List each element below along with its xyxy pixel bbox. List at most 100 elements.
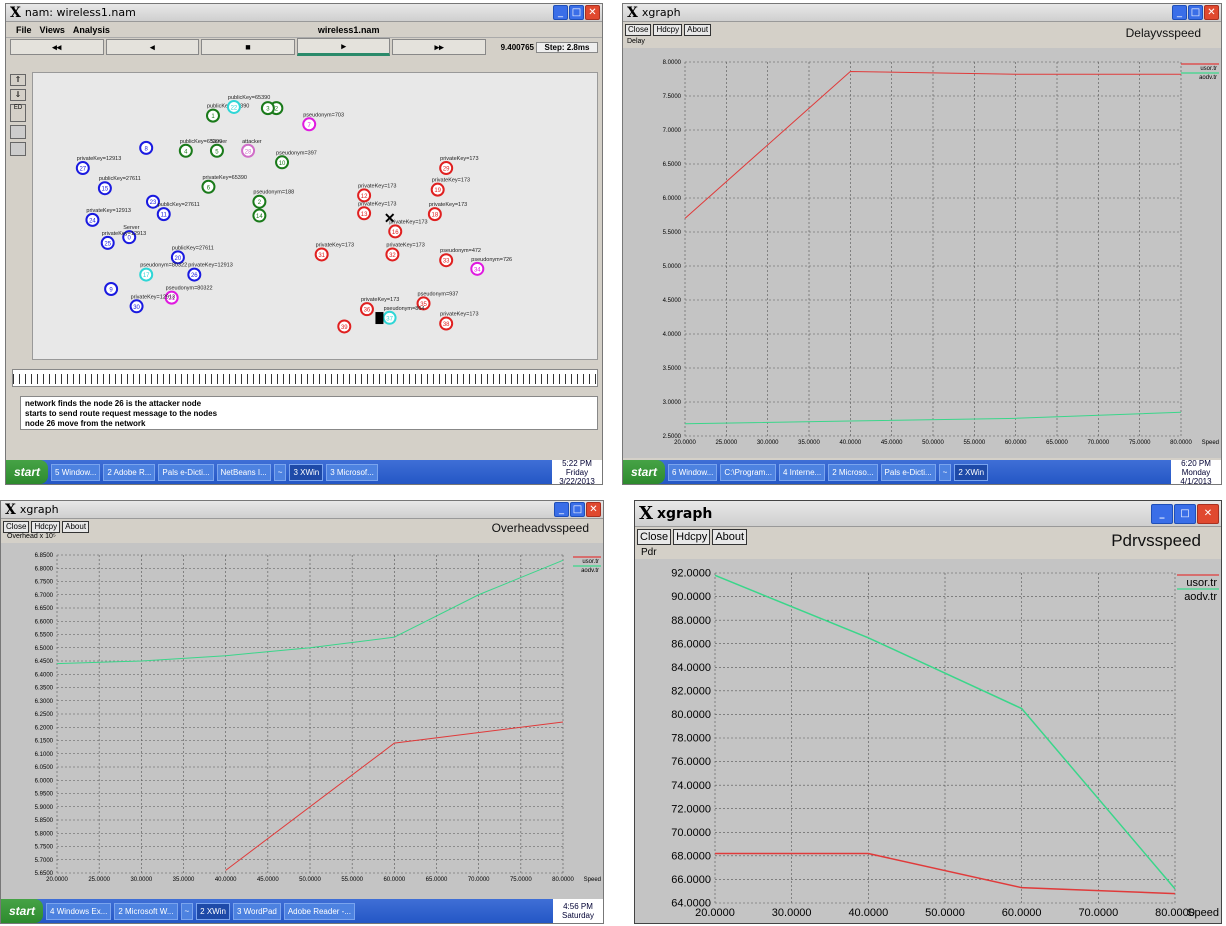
y-tick-label: 82.0000: [671, 686, 711, 698]
network-node: [164, 290, 179, 305]
x-tick-label: 60.0000: [1005, 440, 1027, 446]
menu-views[interactable]: Views: [39, 24, 65, 35]
network-node: [314, 247, 329, 262]
close-icon[interactable]: ✕: [585, 5, 600, 20]
taskbar-item[interactable]: 2 Microsoft W...: [114, 902, 178, 920]
taskbar-item[interactable]: 2 Microso...: [828, 463, 878, 481]
about-button[interactable]: About: [684, 24, 712, 36]
start-button[interactable]: start: [6, 460, 49, 484]
slider-handle-icon[interactable]: [10, 125, 26, 139]
taskbar-item[interactable]: ~: [938, 463, 952, 481]
node-label: publicKey=65390: [228, 95, 270, 101]
legend-label: aodv.tr: [1184, 591, 1217, 603]
y-tick-label: 7.0000: [663, 128, 682, 134]
about-button[interactable]: About: [712, 529, 748, 545]
y-tick-label: 6.1500: [35, 739, 54, 745]
clock-date: 4/1/2013: [1180, 476, 1212, 485]
menu-file[interactable]: File: [16, 24, 32, 35]
step-back-button[interactable]: ◂: [105, 39, 200, 55]
delay-xgraph-window: X xgraph _ □ ✕ Close Hdcpy About Delayvs…: [622, 3, 1222, 485]
network-node: [187, 267, 202, 282]
taskbar-item[interactable]: C:\Program...: [720, 463, 776, 481]
slider-handle-2-icon[interactable]: [10, 142, 26, 156]
node-id: 8: [145, 146, 149, 152]
taskbar-item[interactable]: Pals e-Dicti...: [880, 463, 936, 481]
start-button[interactable]: start: [623, 460, 666, 484]
taskbar-item[interactable]: ~: [273, 463, 287, 481]
close-icon[interactable]: ✕: [1204, 5, 1219, 20]
timeline-ruler[interactable]: [12, 369, 598, 387]
network-node: [170, 250, 185, 265]
taskbar-item[interactable]: 4 Interne...: [778, 463, 826, 481]
x-tick-label: 65.0000: [426, 877, 448, 883]
edit-icon[interactable]: ED: [10, 104, 26, 122]
maximize-icon[interactable]: □: [570, 502, 585, 517]
node-id: 15: [102, 187, 109, 193]
x-tick-label: 60.0000: [1002, 907, 1042, 919]
menu-analysis[interactable]: Analysis: [72, 24, 110, 35]
taskbar-item[interactable]: Adobe Reader -...: [283, 902, 355, 920]
fast-forward-button[interactable]: ▸▸: [392, 39, 486, 55]
network-node: [226, 99, 241, 114]
node-id: 9: [109, 288, 113, 294]
rewind-button[interactable]: ◂◂: [10, 39, 104, 55]
close-button[interactable]: Close: [637, 529, 672, 545]
overhead-xgraph-window: X xgraph _ □ ✕ Close Hdcpy About Overhea…: [0, 500, 604, 924]
about-button[interactable]: About: [62, 521, 90, 533]
node-id: 30: [133, 305, 140, 311]
maximize-icon[interactable]: □: [569, 5, 584, 20]
hdcpy-button[interactable]: Hdcpy: [673, 529, 711, 545]
y-tick-label: 74.0000: [671, 780, 711, 792]
taskbar-item[interactable]: 2 Adobe R...: [103, 463, 156, 481]
close-icon[interactable]: ✕: [1197, 503, 1219, 524]
zoom-out-icon[interactable]: ⇓: [10, 89, 26, 101]
network-canvas[interactable]: 1publicKey=65390222publicKey=6539037pseu…: [32, 72, 598, 360]
node-label: pseudonym=80322: [166, 286, 213, 292]
node-id: 36: [364, 308, 371, 314]
play-button[interactable]: ▸: [296, 38, 391, 56]
network-node: [388, 224, 403, 239]
taskbar-item[interactable]: Pals e-Dicti...: [158, 463, 214, 481]
taskbar-item[interactable]: 2 XWin: [954, 463, 989, 481]
series-line: [715, 852, 1176, 895]
taskbar-item[interactable]: 4 Windows Ex...: [46, 902, 112, 920]
hdcpy-button[interactable]: Hdcpy: [31, 521, 61, 533]
taskbar-item[interactable]: 2 XWin: [196, 902, 230, 920]
start-button[interactable]: start: [1, 899, 44, 923]
hdcpy-button[interactable]: Hdcpy: [653, 24, 683, 36]
x-tick-label: 45.0000: [881, 440, 903, 446]
taskbar-item[interactable]: 3 Microsof...: [326, 463, 378, 481]
maximize-icon[interactable]: □: [1174, 503, 1196, 524]
pdr-chart: 64.0000 66.0000 68.0000 70.0000 72.0000 74.00…: [671, 568, 1219, 919]
nam-menu-bar: File Views Analysis wireless1.nam: [6, 22, 602, 38]
x-tick-label: 50.0000: [299, 877, 321, 883]
y-tick-label: 66.0000: [671, 874, 711, 886]
y-tick-label: 92.0000: [671, 568, 711, 580]
close-button[interactable]: Close: [3, 521, 30, 533]
zoom-in-icon[interactable]: ⇑: [10, 74, 26, 86]
node-label: privateKey=12913: [131, 294, 176, 300]
node-id: 21: [168, 296, 175, 302]
network-node: [97, 181, 112, 196]
taskbar-item[interactable]: ~: [180, 902, 194, 920]
minimize-icon[interactable]: _: [1172, 5, 1187, 20]
stop-button[interactable]: ■: [201, 39, 295, 55]
maximize-icon[interactable]: □: [1188, 5, 1203, 20]
network-node: [139, 267, 154, 282]
taskbar-item[interactable]: 5 Window...: [51, 463, 101, 481]
network-node: [275, 155, 290, 170]
y-tick-label: 6.5500: [35, 633, 54, 639]
minimize-icon[interactable]: _: [554, 502, 569, 517]
y-tick-label: 2.5000: [663, 434, 682, 440]
taskbar-item[interactable]: 3 WordPad: [232, 902, 281, 920]
node-id: 24: [89, 218, 96, 224]
close-icon[interactable]: ✕: [586, 502, 601, 517]
taskbar-item[interactable]: 3 XWin: [289, 463, 324, 481]
network-node: [139, 140, 154, 155]
taskbar-item[interactable]: 6 Window...: [668, 463, 718, 481]
taskbar-item[interactable]: NetBeans I...: [216, 463, 271, 481]
close-button[interactable]: Close: [625, 24, 652, 36]
system-clock: 4:56 PM Saturday: [553, 899, 603, 923]
minimize-icon[interactable]: _: [1151, 503, 1173, 524]
minimize-icon[interactable]: _: [553, 5, 568, 20]
